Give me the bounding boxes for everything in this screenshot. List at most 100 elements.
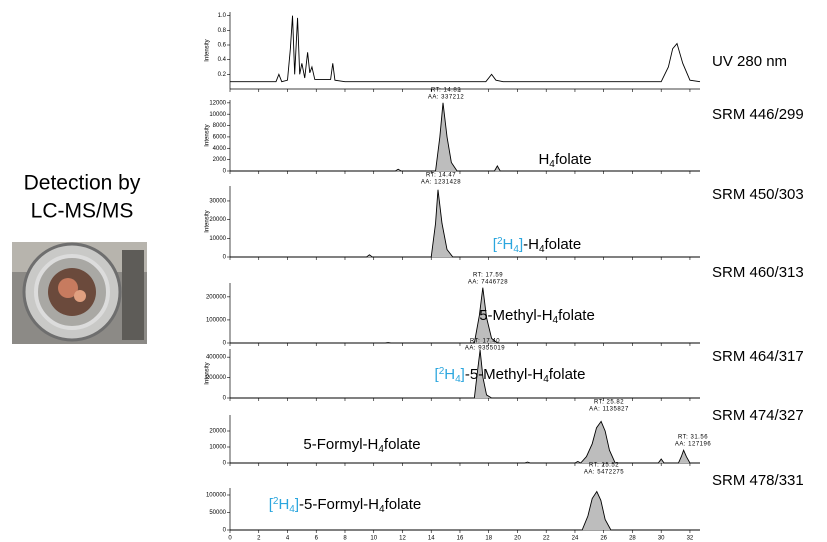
compound-label: [2H4]-5-Formyl-H4folate xyxy=(269,496,422,515)
y-tick-label: 0.4 xyxy=(218,57,227,63)
y-tick-label: 200000 xyxy=(206,375,227,381)
compound-text: folate xyxy=(545,236,582,253)
compound-text: 5-Methyl-H xyxy=(479,307,552,324)
compound-text: 5-Formyl-H xyxy=(303,436,378,453)
x-tick-label: 22 xyxy=(543,536,550,542)
compound-text: 2 xyxy=(497,236,503,247)
compound-label: H4folate xyxy=(538,151,591,170)
compound-text: folate xyxy=(555,151,592,168)
side-title: LC-MS/MS xyxy=(31,200,134,223)
y-tick-label: 30000 xyxy=(209,199,226,205)
channel-label: SRM 446/299 xyxy=(712,106,804,123)
compound-text: H xyxy=(503,236,514,253)
compound-text: 4 xyxy=(539,244,545,255)
compound-text: 2 xyxy=(439,366,445,377)
x-tick-label: 4 xyxy=(286,536,290,542)
compound-text: ] xyxy=(295,496,299,513)
y-tick-label: 4000 xyxy=(213,146,227,152)
compound-text: [ xyxy=(435,366,440,383)
peak-annotation: RT: 31.56 xyxy=(678,435,708,441)
trace xyxy=(230,15,701,83)
peak-area xyxy=(230,421,700,463)
compound-text: H xyxy=(444,366,455,383)
compound-text: 4 xyxy=(543,374,549,385)
channel-label: SRM 450/303 xyxy=(712,186,804,203)
trace xyxy=(230,490,700,531)
y-tick-label: 0 xyxy=(223,255,227,261)
y-tick-label: 1.0 xyxy=(218,13,227,19)
compound-text: folate xyxy=(385,496,422,513)
trace xyxy=(230,420,700,464)
trace xyxy=(230,189,700,258)
compound-text: ] xyxy=(519,236,523,253)
channel-label: SRM 478/331 xyxy=(712,472,804,489)
y-tick-label: 100000 xyxy=(206,318,227,324)
y-tick-label: 6000 xyxy=(213,134,227,140)
peak-annotation: AA: 9355019 xyxy=(465,346,505,352)
x-tick-label: 20 xyxy=(514,536,521,542)
trace xyxy=(230,102,700,172)
y-tick-label: 20000 xyxy=(209,429,226,435)
compound-text: -H xyxy=(523,236,539,253)
compound-text: 4 xyxy=(455,374,461,385)
peak-annotation: RT: 25.82 xyxy=(594,400,624,406)
y-axis-title: Intensity xyxy=(205,124,211,146)
x-tick-label: 32 xyxy=(687,536,694,542)
x-tick-label: 2 xyxy=(257,536,261,542)
channel-label: UV 280 nm xyxy=(712,53,787,70)
y-tick-label: 0 xyxy=(223,396,227,402)
compound-text: 4 xyxy=(379,504,385,515)
trace xyxy=(230,349,700,399)
x-tick-label: 14 xyxy=(428,536,435,542)
compound-text: [ xyxy=(269,496,274,513)
compound-text: 4 xyxy=(549,159,555,170)
compound-text: folate xyxy=(384,436,421,453)
x-tick-label: 28 xyxy=(629,536,636,542)
channel-label: SRM 464/317 xyxy=(712,348,804,365)
compound-text: folate xyxy=(549,366,586,383)
y-tick-label: 100000 xyxy=(206,493,227,499)
peak-annotation: AA: 127196 xyxy=(675,442,712,448)
compound-label: [2H4]-H4folate xyxy=(493,236,581,255)
x-tick-label: 24 xyxy=(572,536,579,542)
channel-label: SRM 460/313 xyxy=(712,264,804,281)
compound-text: 4 xyxy=(553,315,559,326)
y-tick-label: 400000 xyxy=(206,355,227,361)
trace xyxy=(230,287,700,344)
compound-text: H xyxy=(538,151,549,168)
x-tick-label: 6 xyxy=(315,536,319,542)
peak-annotation: AA: 5472275 xyxy=(584,470,624,476)
compound-text: 4 xyxy=(378,444,384,455)
x-tick-label: 30 xyxy=(658,536,665,542)
compound-label: [2H4]-5-Methyl-H4folate xyxy=(435,366,586,385)
peak-annotation: AA: 1135827 xyxy=(589,407,629,413)
y-tick-label: 0 xyxy=(223,341,227,347)
peak-annotation: AA: 337212 xyxy=(428,95,465,101)
y-axis-title: Intensity xyxy=(205,210,211,232)
y-tick-label: 0 xyxy=(223,169,227,175)
peak-area xyxy=(230,287,700,343)
compound-text: H xyxy=(278,496,289,513)
channel-label: SRM 474/327 xyxy=(712,407,804,424)
peak-area xyxy=(230,189,700,257)
y-tick-label: 0.6 xyxy=(218,43,227,49)
y-tick-label: 200000 xyxy=(206,294,227,300)
compound-text: 4 xyxy=(513,244,519,255)
compound-text: ] xyxy=(461,366,465,383)
instrument-photo xyxy=(12,242,147,344)
y-tick-label: 10000 xyxy=(209,112,226,118)
y-tick-label: 10000 xyxy=(209,445,226,451)
x-tick-label: 0 xyxy=(228,536,232,542)
peak-area xyxy=(230,102,700,171)
peak-annotation: RT: 17.59 xyxy=(473,273,503,279)
compound-text: folate xyxy=(558,307,595,324)
x-tick-label: 10 xyxy=(370,536,377,542)
compound-label: 5-Methyl-H4folate xyxy=(479,307,595,326)
peak-annotation: RT: 25.52 xyxy=(589,463,619,469)
compound-text: [ xyxy=(493,236,498,253)
y-tick-label: 0.8 xyxy=(218,28,227,34)
x-tick-label: 8 xyxy=(343,536,347,542)
